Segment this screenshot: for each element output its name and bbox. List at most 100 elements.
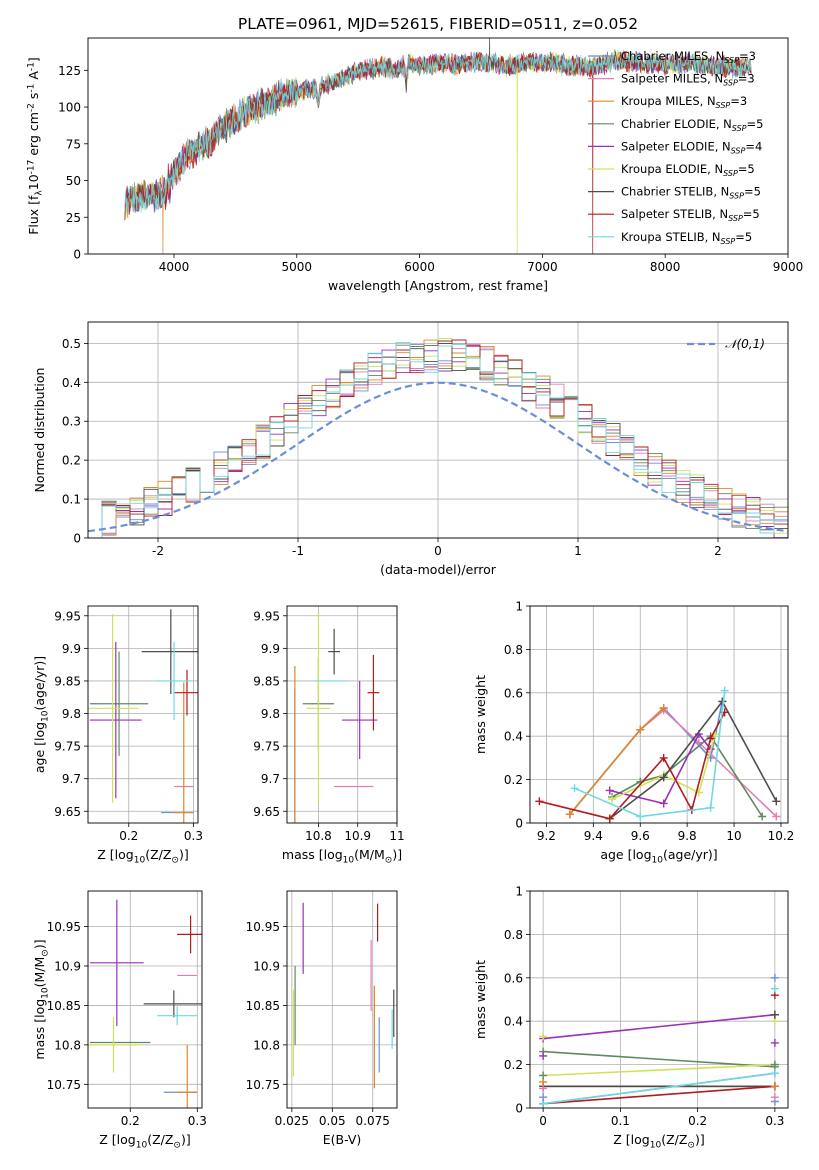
data-marker <box>770 1082 779 1091</box>
legend-label: Kroupa MILES, NSSP=3 <box>621 94 747 110</box>
weight-line <box>609 732 712 805</box>
spectrum-line <box>124 51 752 214</box>
y-tick-label: 9.95 <box>54 609 81 623</box>
data-marker <box>772 797 781 806</box>
legend-label: Kroupa STELIB, NSSP=5 <box>621 230 752 246</box>
x-tick-label: 10.8 <box>305 829 332 843</box>
y-axis-label: mass weight <box>473 675 488 754</box>
y-axis-label: mass weight <box>473 960 488 1039</box>
x-axis-label: (data-model)/error <box>380 562 497 577</box>
spectrum-frame <box>87 37 789 255</box>
weight-line <box>542 1072 776 1105</box>
data-marker <box>539 1093 548 1102</box>
y-tick-label: 10.8 <box>54 1038 81 1052</box>
y-tick-label: 25 <box>66 211 81 225</box>
x-tick-label: 0.05 <box>319 1114 346 1128</box>
x-tick-label: 0.2 <box>119 829 138 843</box>
data-marker <box>770 1010 779 1019</box>
y-tick-label: 9.95 <box>253 609 280 623</box>
y-tick-label: 9.9 <box>261 642 280 656</box>
x-tick-label: 0.025 <box>275 1114 309 1128</box>
data-marker <box>570 784 579 793</box>
x-tick-label: 0.3 <box>765 1114 784 1128</box>
legend-label: Chabrier ELODIE, NSSP=5 <box>621 117 763 133</box>
x-tick-label: 0.2 <box>688 1114 707 1128</box>
y-tick-label: 0.6 <box>504 971 523 985</box>
data-marker <box>770 984 779 993</box>
data-marker <box>772 812 781 821</box>
y-tick-label: 10.85 <box>47 999 81 1013</box>
data-marker <box>539 1071 548 1080</box>
spectrum-line <box>124 51 752 213</box>
residuals-plot <box>88 338 788 538</box>
legend-label: Kroupa ELODIE, NSSP=5 <box>621 162 755 178</box>
x-axis-label: Z [log10(Z/Z⊙)] <box>97 847 188 866</box>
y-tick-label: 9.85 <box>253 674 280 688</box>
x-tick-label: 11 <box>389 829 404 843</box>
ebv-mass-axes: 0.025 0.05 0.075 10.75 10.8 10.85 10.9 10.95 E(B… <box>246 891 397 1147</box>
legend-label: Chabrier STELIB, NSSP=5 <box>621 185 761 201</box>
x-tick-label: 0.2 <box>121 1114 140 1128</box>
x-tick-label: 9.8 <box>678 829 697 843</box>
y-tick-label: 0.2 <box>504 1058 523 1072</box>
weight-line <box>539 711 726 820</box>
age-weight-plot <box>535 686 781 823</box>
y-tick-label: 9.9 <box>62 642 81 656</box>
data-marker <box>706 803 715 812</box>
y-tick-label: 9.75 <box>253 740 280 754</box>
y-axis-label: Normed distribution <box>32 368 47 493</box>
age-weight-axes: 9.2 9.4 9.6 9.8 10 10.2 0 0.2 0.4 0.6 0.8 1 age [log… <box>473 600 794 866</box>
y-axis-label: age [log10(age/yr)] <box>32 656 51 773</box>
x-tick-label: 8000 <box>650 260 681 274</box>
data-marker <box>539 1051 548 1060</box>
data-marker <box>659 753 668 762</box>
data-marker <box>770 1069 779 1078</box>
data-marker <box>659 703 668 712</box>
y-tick-label: 10.95 <box>246 920 280 934</box>
y-tick-label: 9.65 <box>54 805 81 819</box>
weight-line <box>574 690 726 818</box>
mass-age-plot <box>294 613 380 823</box>
weight-line <box>543 1013 775 1040</box>
data-marker <box>605 814 614 823</box>
x-axis-label: Z [log10(Z/Z⊙)] <box>613 1132 704 1151</box>
y-tick-label: 0 <box>73 532 81 546</box>
histogram-step <box>88 341 788 538</box>
normal-curve <box>88 381 788 533</box>
y-tick-label: 0.3 <box>62 415 81 429</box>
z-age-frame <box>87 605 199 824</box>
x-tick-label: 0 <box>539 1114 547 1128</box>
z-weight-plot <box>539 973 779 1108</box>
y-tick-label: 0.6 <box>504 686 523 700</box>
age-weight-frame <box>529 605 789 824</box>
x-tick-label: 5000 <box>281 260 312 274</box>
legend-label: 𝒩(0,1) <box>725 337 765 351</box>
y-tick-label: 10.9 <box>253 959 280 973</box>
x-tick-label: -1 <box>292 544 304 558</box>
y-tick-label: 1 <box>515 600 523 614</box>
mass-age-axes: 10.8 10.9 11 9.65 9.7 9.75 9.8 9.85 9.9 9.95 mass … <box>253 606 405 866</box>
x-tick-label: 0 <box>434 544 442 558</box>
x-axis-label: mass [log10(M/M⊙)] <box>282 847 402 866</box>
y-axis-label: mass [log10(M/M⊙)] <box>32 939 51 1059</box>
x-axis-label: Z [log10(Z/Z⊙)] <box>99 1132 190 1151</box>
x-tick-label: 9.4 <box>584 829 603 843</box>
y-tick-label: 0.4 <box>504 730 523 744</box>
weight-line <box>569 701 724 815</box>
data-marker <box>770 1093 779 1102</box>
y-tick-label: 0.8 <box>504 643 523 657</box>
x-tick-label: 0.3 <box>184 829 203 843</box>
data-marker <box>659 773 668 782</box>
y-tick-label: 0.8 <box>504 928 523 942</box>
y-tick-label: 9.8 <box>261 707 280 721</box>
data-marker <box>535 797 544 806</box>
y-tick-label: 9.7 <box>62 772 81 786</box>
weight-line <box>569 709 777 818</box>
y-tick-label: 0.4 <box>62 376 81 390</box>
residuals-legend: 𝒩(0,1) <box>687 337 765 351</box>
weight-line <box>543 1050 775 1068</box>
figure-title: PLATE=0961, MJD=52615, FIBERID=0511, z=0… <box>238 15 638 33</box>
x-tick-label: 1 <box>574 544 582 558</box>
data-marker <box>770 973 779 982</box>
